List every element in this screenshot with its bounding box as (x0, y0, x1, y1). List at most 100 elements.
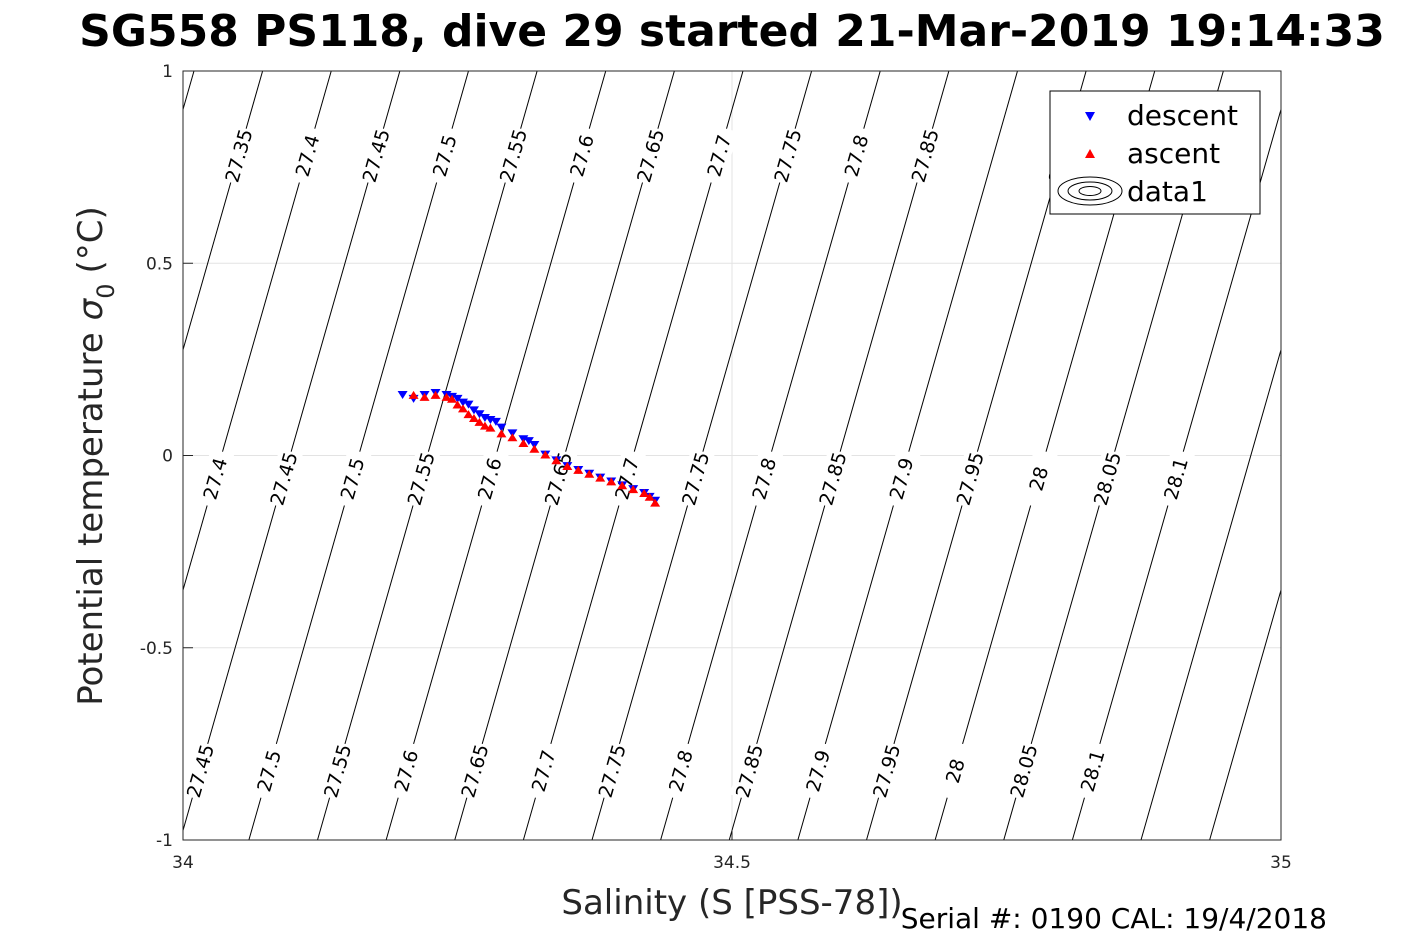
y-axis-label-symbol: σ (71, 297, 111, 320)
contour-label-bg (607, 448, 646, 509)
contour-label-bg (729, 740, 769, 802)
descent-point (496, 423, 507, 432)
ascent-point (441, 392, 452, 401)
x-axis-ticks: 34 34.5 35 (172, 830, 1292, 873)
contour-label-group: 28 (935, 740, 975, 802)
ascent-point (457, 404, 468, 413)
x-tick-label: 35 (1270, 853, 1292, 873)
contour-label-bg (219, 125, 258, 186)
contour-label-bg (744, 448, 784, 509)
ascent-point (419, 392, 430, 401)
y-tick-label: -0.5 (140, 639, 173, 659)
legend-data1-marker (1057, 176, 1123, 206)
contour-label-bg (523, 740, 563, 802)
ascent-point (650, 498, 661, 507)
ascent-point (485, 423, 496, 432)
contour-label-bg (1019, 448, 1058, 509)
legend-ascent-label: ascent (1127, 137, 1220, 170)
ascent-point (595, 473, 606, 482)
ascent-point (628, 485, 639, 494)
ascent-point (606, 477, 617, 486)
contour-label-bg (630, 125, 670, 186)
contour-label-bg (1072, 740, 1112, 802)
chart-title: SG558 PS118, dive 29 started 21-Mar-2019… (79, 6, 1385, 57)
contour-label-bg (798, 740, 837, 802)
x-tick-label: 34.5 (713, 853, 751, 873)
serial-calibration-text: Serial #: 0190 CAL: 19/4/2018 (901, 902, 1327, 935)
ascent-point (518, 438, 529, 447)
data-points (397, 389, 661, 507)
contour-label-bg (675, 448, 715, 509)
legend-descent-marker (1085, 112, 1095, 121)
contour-label-bg (264, 448, 303, 509)
contour-label-bg (180, 740, 220, 802)
ascent-point (573, 465, 584, 474)
ascent-point (479, 421, 490, 430)
contour-label-bg (455, 740, 494, 802)
y-tick-label: -1 (156, 831, 173, 851)
contour-label-bg (318, 740, 357, 802)
svg-text:Potential temperatureσ0(°C): Potential temperature σ0 (°C) (71, 206, 120, 706)
legend-box (1049, 90, 1261, 215)
contour-label-bg (386, 740, 426, 802)
contour-label-bg (867, 740, 906, 802)
x-tick-label: 34 (172, 853, 194, 873)
contour-label-bg (249, 740, 288, 802)
contour-label-bg (287, 125, 327, 186)
ascent-point (408, 390, 419, 399)
contour-label-bg (661, 740, 700, 802)
descent-point (468, 406, 479, 415)
descent-point (463, 400, 474, 409)
ascent-point (474, 417, 485, 426)
y-tick-label: 0 (162, 447, 173, 467)
contour-label-bg (1156, 448, 1195, 509)
contour-label-bg (562, 125, 601, 186)
contour-label-bg (332, 448, 372, 509)
contour-label-bg (401, 448, 440, 509)
ascent-point (584, 469, 595, 478)
ascent-point (463, 410, 474, 419)
contour-label-bg (950, 448, 989, 509)
legend-ascent-marker (1085, 149, 1095, 158)
contour-label-bg (592, 740, 631, 802)
isopycnal-line (1209, 588, 1281, 840)
x-axis-label: Salinity (S [PSS-78]) (561, 883, 902, 923)
contour-label-bg (813, 448, 852, 509)
legend: descent ascent data1 (1049, 90, 1261, 215)
ascent-point (468, 413, 479, 422)
contour-label-bg (881, 448, 921, 509)
descent-point (474, 410, 485, 419)
y-axis-label-subscript: 0 (92, 283, 120, 298)
ascent-point (644, 492, 655, 501)
contour-label-bg (836, 125, 876, 186)
contour-label-bg (425, 125, 464, 186)
ascent-point (551, 456, 562, 465)
ascent-point (452, 400, 463, 409)
descent-point (452, 394, 463, 403)
y-tick-label: 1 (162, 62, 173, 82)
y-axis-ticks: -1 -0.5 0 0.5 1 (140, 62, 193, 851)
contour-label-bg (470, 448, 509, 509)
contour-label-group: 27.4 (195, 448, 235, 509)
y-axis-label-unit: (°C) (71, 206, 111, 273)
contour-label-bg (493, 125, 533, 186)
ascent-point (617, 481, 628, 490)
descent-point (490, 417, 501, 426)
contour-label-bg (195, 448, 235, 509)
contour-label-bg (1087, 448, 1127, 509)
ascent-point (496, 429, 507, 438)
ascent-point (639, 488, 650, 497)
y-tick-label: 0.5 (146, 254, 173, 274)
legend-descent-label: descent (1127, 99, 1238, 132)
contour-label-bg (699, 125, 739, 186)
descent-point (523, 437, 534, 446)
ascent-point (430, 390, 441, 399)
y-axis-label: Potential temperature σ0 (°C) (71, 206, 120, 706)
ascent-point (562, 462, 573, 471)
contour-label-bg (356, 125, 395, 186)
ascent-point (540, 450, 551, 459)
contour-label-bg (935, 740, 975, 802)
contour-label-bg (1004, 740, 1043, 802)
ascent-point (507, 433, 518, 442)
